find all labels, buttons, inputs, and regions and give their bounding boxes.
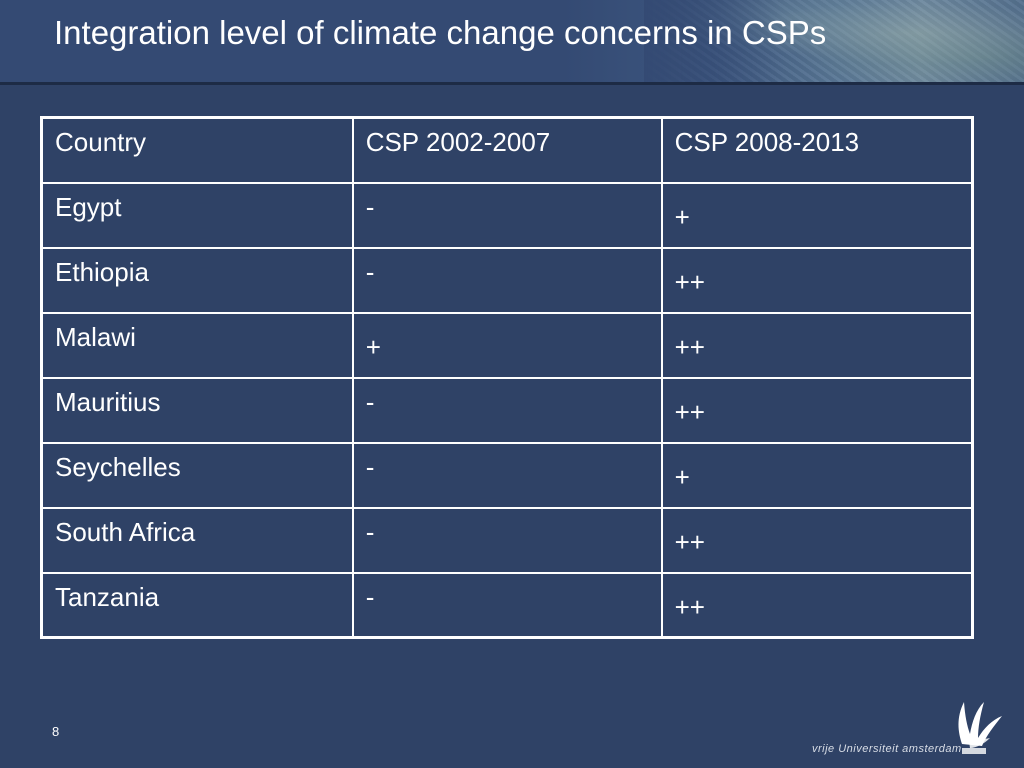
csp-2008-2013-cell: + [660,181,974,249]
csp-2008-2013-cell: + [660,441,974,509]
csp-2002-2007-cell: - [351,441,663,509]
cell-value: + [674,201,690,232]
cell-value: ++ [674,591,705,622]
cell-value: - [365,451,375,482]
table-header-row: Country CSP 2002-2007 CSP 2008-2013 [40,116,974,184]
cell-value: ++ [674,331,705,362]
country-cell: South Africa [40,506,354,574]
csp-2002-2007-cell: - [351,376,663,444]
csp-2008-2013-cell: ++ [660,376,974,444]
cell-value: - [365,386,375,417]
csp-2008-2013-cell: ++ [660,571,974,639]
header-country: Country [40,116,354,184]
cell-value: - [365,581,375,612]
table-row: Mauritius - ++ [40,376,974,444]
table-row: Tanzania - ++ [40,571,974,639]
country-cell: Egypt [40,181,354,249]
title-divider [0,82,1024,85]
cell-value: + [365,331,381,362]
country-cell: Seychelles [40,441,354,509]
country-cell: Ethiopia [40,246,354,314]
table-row: South Africa - ++ [40,506,974,574]
csp-2008-2013-cell: ++ [660,246,974,314]
csp-2002-2007-cell: - [351,181,663,249]
cell-value: - [365,191,375,222]
csp-2002-2007-cell: - [351,246,663,314]
csp-2008-2013-cell: ++ [660,311,974,379]
country-cell: Malawi [40,311,354,379]
table-row: Egypt - + [40,181,974,249]
cell-value: - [365,256,375,287]
table-row: Malawi + ++ [40,311,974,379]
csp-2002-2007-cell: - [351,506,663,574]
header-csp-2002-2007: CSP 2002-2007 [351,116,663,184]
header-csp-2008-2013: CSP 2008-2013 [660,116,974,184]
csp-table: Country CSP 2002-2007 CSP 2008-2013 Egyp… [40,116,974,639]
table-row: Seychelles - + [40,441,974,509]
csp-2008-2013-cell: ++ [660,506,974,574]
cell-value: ++ [674,526,705,557]
csp-2002-2007-cell: - [351,571,663,639]
title-bar: Integration level of climate change conc… [0,0,1024,82]
cell-value: ++ [674,396,705,427]
csp-2002-2007-cell: + [351,311,663,379]
page-number: 8 [52,724,60,739]
vu-griffin-logo-icon [958,702,1002,754]
country-cell: Mauritius [40,376,354,444]
cell-value: ++ [674,266,705,297]
country-cell: Tanzania [40,571,354,639]
cell-value: + [674,461,690,492]
logo-text: vrije Universiteit amsterdam [812,743,962,755]
slide-title: Integration level of climate change conc… [54,14,827,51]
aerial-photo-banner [644,0,1024,82]
table-row: Ethiopia - ++ [40,246,974,314]
cell-value: - [365,516,375,547]
